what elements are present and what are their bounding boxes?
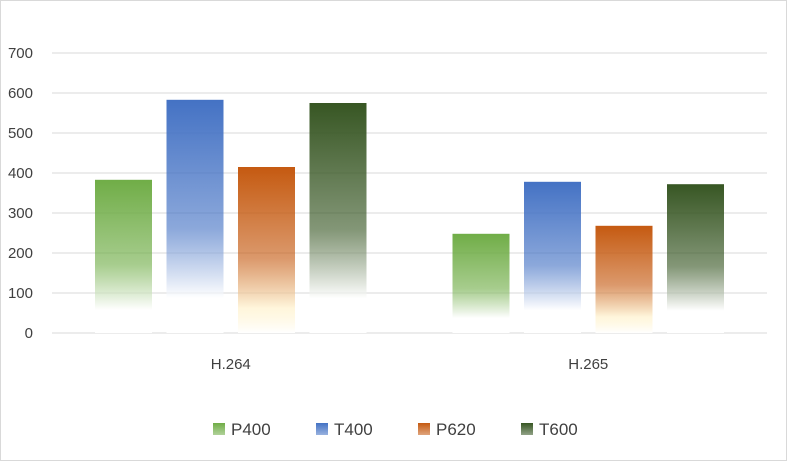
legend: P400 T400 P620 T600 [213,420,578,439]
x-category-label: H.265 [568,356,608,373]
y-tick-label: 600 [8,85,33,102]
bar-p400-0 [95,179,152,333]
bar-t400-0 [166,99,224,333]
x-axis-categories: H.264 H.265 [211,356,609,373]
legend-label-p400: P400 [231,420,271,439]
bars [95,99,724,333]
y-tick-label: 0 [25,325,33,342]
y-tick-label: 500 [8,125,33,142]
bar-p620-0 [238,167,295,333]
y-tick-label: 300 [8,205,33,222]
bar-t400-1 [524,181,581,333]
legend-label-t400: T400 [334,420,373,439]
y-tick-label: 400 [8,165,33,182]
y-tick-label: 100 [8,285,33,302]
legend-swatch-t400 [316,423,328,435]
y-axis-ticks: 0 100 200 300 400 500 600 700 [8,45,33,342]
gridlines [52,52,767,334]
y-tick-label: 200 [8,245,33,262]
legend-swatch-t600 [521,423,533,435]
legend-swatch-p620 [418,423,430,435]
bar-p620-1 [595,225,653,333]
bar-p400-1 [452,233,510,333]
legend-swatch-p400 [213,423,225,435]
y-tick-label: 700 [8,45,33,62]
legend-label-p620: P620 [436,420,476,439]
bar-t600-0 [309,103,367,333]
legend-label-t600: T600 [539,420,578,439]
bar-t600-1 [667,184,724,333]
x-category-label: H.264 [211,356,251,373]
